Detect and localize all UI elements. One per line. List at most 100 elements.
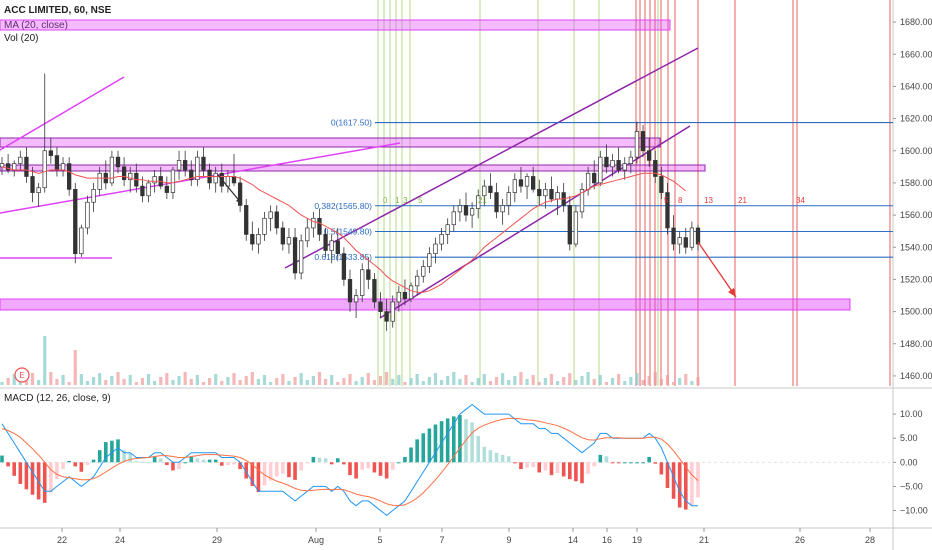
volume-bar (73, 350, 77, 385)
volume-bar (342, 378, 346, 385)
candle-body (439, 234, 444, 245)
macd-histogram-bar (219, 462, 224, 466)
volume-bar (537, 382, 541, 385)
volume-bar (507, 380, 511, 385)
volume-bar (98, 373, 102, 385)
macd-histogram-bar (140, 461, 145, 463)
symbol-title: ACC LIMITED, 60, NSE (4, 5, 112, 16)
macd-histogram-bar (24, 462, 29, 490)
macd-histogram-bar (0, 455, 4, 463)
macd-histogram-bar (451, 416, 456, 463)
volume-bar (543, 378, 547, 385)
candle-body (292, 237, 298, 274)
price-tick-label: 1540.00 (900, 242, 932, 252)
time-tick-label: 9 (506, 535, 511, 545)
macd-histogram-bar (30, 462, 35, 495)
candle-body (73, 189, 78, 255)
macd-histogram-bar (574, 462, 578, 482)
candle-body (671, 227, 676, 245)
candle-body (183, 160, 188, 171)
volume-bar (671, 382, 676, 385)
time-tick-label: 7 (439, 535, 444, 545)
volume-bar (201, 382, 206, 385)
volume-bar (433, 373, 438, 385)
trendline (0, 76, 125, 151)
volume-bar (0, 382, 4, 385)
volume-bar (378, 376, 383, 385)
candle-body (567, 205, 572, 245)
candle-body (237, 182, 243, 206)
macd-histogram-bar (342, 462, 346, 465)
candle-body (152, 176, 157, 184)
candle-body (176, 160, 182, 171)
price-tick-label: 1520.00 (900, 274, 932, 284)
macd-histogram-bar (134, 460, 139, 463)
macd-histogram-bar (323, 458, 328, 463)
macd-histogram-bar (671, 462, 676, 499)
macd-histogram-bar (165, 462, 169, 466)
volume-bar (226, 377, 230, 385)
volume-bar (134, 382, 138, 385)
fibonacci-time-label: 8 (678, 196, 683, 205)
macd-histogram-bar (226, 462, 230, 466)
macd-histogram-bar (580, 462, 584, 484)
candle-body (256, 234, 261, 245)
pivot-zone (0, 164, 706, 172)
candle-body (421, 266, 426, 277)
fibonacci-time-label: 21 (738, 196, 747, 205)
macd-histogram-bar (427, 428, 432, 463)
macd-histogram-bar (238, 462, 242, 470)
candle-body (592, 172, 597, 184)
macd-histogram-bar (500, 454, 505, 463)
fibonacci-time-label: 3 (403, 196, 408, 205)
macd-histogram-bar (354, 462, 358, 479)
macd-histogram-bar (287, 462, 291, 478)
macd-line (1, 403, 698, 517)
volume-indicator-label[interactable]: Vol (20) (4, 33, 39, 44)
candle-body (97, 172, 102, 190)
candle-body (329, 240, 334, 251)
macd-histogram-bar (49, 462, 53, 493)
candle-body (18, 156, 23, 164)
volume-bar (354, 381, 358, 385)
volume-bar (55, 379, 59, 385)
macd-histogram-bar (659, 462, 664, 475)
macd-histogram-bar (79, 462, 84, 472)
candle-body (67, 163, 72, 190)
volume-bar (336, 382, 340, 385)
volume-bar (385, 372, 389, 385)
candle-body (311, 217, 316, 229)
macd-tick-label: −5.00 (900, 481, 923, 491)
candle-body (445, 224, 450, 235)
candle-body (628, 156, 633, 164)
volume-bar (67, 382, 71, 385)
candle-body (500, 205, 505, 213)
volume-bar (323, 379, 328, 385)
macd-indicator-label[interactable]: MACD (12, 26, close, 9) (4, 393, 111, 404)
candle-body (5, 163, 11, 171)
macd-histogram-bar (195, 458, 200, 463)
candle-body (415, 275, 420, 287)
volume-bar (12, 374, 16, 385)
candle-body (128, 172, 133, 181)
trendline (0, 142, 401, 214)
candle-body (170, 169, 176, 193)
candle-body (91, 189, 96, 203)
candle-body (42, 150, 47, 189)
candle-body (598, 156, 603, 184)
macd-histogram-bar (256, 462, 261, 493)
candle-body (146, 182, 151, 197)
macd-histogram-bar (592, 462, 597, 467)
candle-body (402, 291, 408, 300)
fibonacci-time-label: 13 (704, 196, 713, 205)
volume-bar (6, 378, 10, 385)
macd-histogram-bar (641, 462, 645, 464)
price-tick-label: 1580.00 (900, 178, 932, 188)
volume-bar (49, 372, 53, 385)
candle-body (164, 185, 169, 193)
arrowhead (728, 288, 736, 297)
candle-body (653, 160, 658, 177)
ma-indicator-label[interactable]: MA (20, close) (4, 20, 68, 31)
volume-bar (79, 374, 83, 385)
